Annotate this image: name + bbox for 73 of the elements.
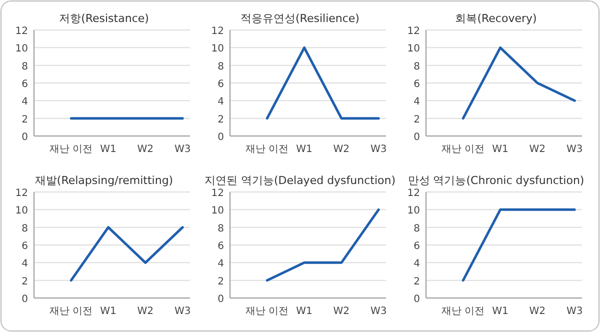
y-tick-label: 2 (414, 114, 420, 126)
x-tick-label: 재난 이전 (442, 144, 485, 155)
y-tick-label: 4 (414, 258, 420, 270)
y-tick-label: 8 (22, 61, 28, 72)
y-tick-label: 12 (211, 26, 224, 37)
y-tick-label: 6 (22, 79, 28, 90)
y-tick-label: 10 (15, 206, 28, 217)
y-tick-label: 4 (218, 258, 224, 270)
y-tick-label: 6 (22, 241, 28, 252)
y-tick-label: 10 (407, 44, 420, 55)
x-tick-label: W1 (100, 306, 116, 317)
x-tick-label: W1 (100, 144, 116, 155)
y-tick-label: 10 (211, 206, 224, 217)
y-tick-label: 2 (218, 114, 224, 126)
x-tick-label: W1 (296, 144, 312, 155)
y-tick-label: 12 (407, 26, 420, 37)
x-tick-label: 재난 이전 (246, 306, 289, 317)
chart-title: 지연된 역기능(Delayed dysfunction) (204, 174, 396, 187)
x-tick-label: W1 (492, 306, 508, 317)
y-tick-label: 8 (218, 61, 224, 72)
y-tick-label: 4 (22, 96, 28, 108)
y-tick-label: 10 (407, 206, 420, 217)
chart-title: 만성 역기능(Chronic dysfunction) (408, 174, 584, 187)
x-tick-label: W2 (137, 306, 154, 317)
y-tick-label: 8 (414, 223, 420, 234)
y-tick-label: 10 (15, 44, 28, 55)
y-tick-label: 4 (22, 258, 28, 270)
y-tick-label: 10 (211, 44, 224, 55)
y-tick-label: 2 (414, 276, 420, 288)
x-tick-label: 재난 이전 (50, 144, 93, 155)
y-tick-label: 8 (414, 61, 420, 72)
y-tick-label: 12 (211, 188, 224, 199)
x-tick-label: W2 (333, 144, 350, 155)
x-tick-label: W3 (174, 144, 191, 155)
y-tick-label: 0 (414, 294, 420, 305)
y-tick-label: 4 (414, 96, 420, 108)
x-tick-label: 재난 이전 (442, 306, 485, 317)
y-tick-label: 8 (22, 223, 28, 234)
x-tick-label: W2 (529, 306, 546, 317)
chart-title: 회복(Recovery) (455, 12, 537, 25)
x-tick-label: W2 (333, 306, 350, 317)
chart-title: 저항(Resistance) (59, 12, 149, 25)
x-tick-label: W3 (370, 306, 387, 317)
y-tick-label: 8 (218, 223, 224, 234)
x-tick-label: W1 (492, 144, 508, 155)
y-tick-label: 6 (414, 79, 420, 90)
chart-title: 재발(Relapsing/remitting) (34, 174, 174, 187)
y-tick-label: 2 (22, 114, 28, 126)
y-tick-label: 0 (414, 132, 420, 143)
x-tick-label: W3 (566, 144, 583, 155)
y-tick-label: 2 (22, 276, 28, 288)
x-tick-label: 재난 이전 (50, 306, 93, 317)
chart-title: 적응유연성(Resilience) (240, 12, 360, 25)
x-tick-label: W3 (566, 306, 583, 317)
y-tick-label: 0 (22, 294, 28, 305)
x-tick-label: W1 (296, 306, 312, 317)
y-tick-label: 2 (218, 276, 224, 288)
x-tick-label: W2 (137, 144, 154, 155)
x-tick-label: 재난 이전 (246, 144, 289, 155)
y-tick-label: 6 (218, 79, 224, 90)
x-tick-label: W3 (370, 144, 387, 155)
y-tick-label: 0 (22, 132, 28, 143)
y-tick-label: 0 (218, 294, 224, 305)
y-tick-label: 12 (407, 188, 420, 199)
y-tick-label: 12 (15, 26, 28, 37)
line-series (462, 46, 576, 120)
y-tick-label: 6 (218, 241, 224, 252)
x-tick-label: W3 (174, 306, 191, 317)
y-tick-label: 4 (218, 96, 224, 108)
y-tick-label: 12 (15, 188, 28, 199)
y-tick-label: 6 (414, 241, 420, 252)
x-tick-label: W2 (529, 144, 546, 155)
y-tick-label: 0 (218, 132, 224, 143)
